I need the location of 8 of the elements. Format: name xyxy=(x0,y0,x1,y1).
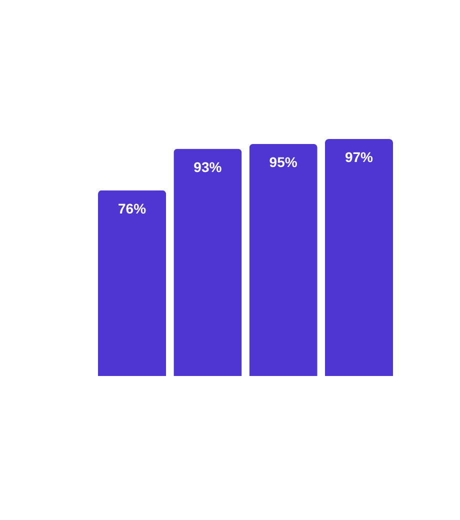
data-label: 95% xyxy=(269,154,298,170)
bar xyxy=(324,139,393,376)
data-label: 93% xyxy=(194,158,222,175)
bar xyxy=(249,144,318,376)
bar xyxy=(174,148,242,376)
bar xyxy=(98,190,166,376)
data-label: 97% xyxy=(344,149,374,165)
data-label: 76% xyxy=(118,200,147,216)
